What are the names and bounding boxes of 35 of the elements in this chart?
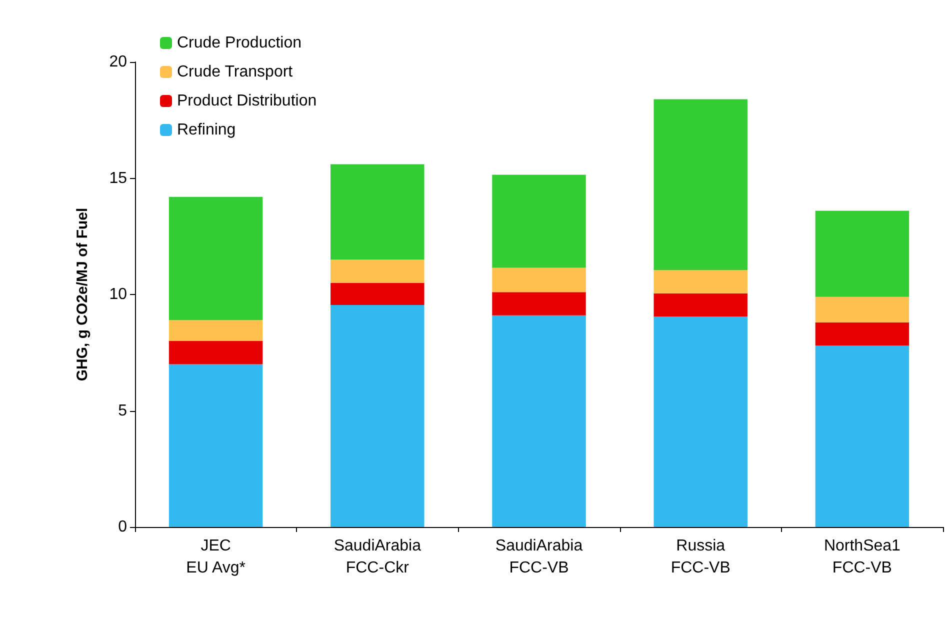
y-tick-label: 15 <box>109 170 128 187</box>
bar <box>654 270 748 294</box>
bar <box>654 293 748 317</box>
y-axis-title: GHG, g CO2e/MJ of Fuel <box>74 208 91 382</box>
bar <box>168 341 263 364</box>
bar <box>168 364 263 527</box>
bar <box>168 196 263 320</box>
bar <box>815 210 910 297</box>
bar <box>492 174 586 268</box>
x-tick-label: Russia FCC-VB <box>670 538 730 576</box>
x-tick-label: SaudiArabia FCC-VB <box>495 538 583 576</box>
bar <box>654 99 748 270</box>
bar <box>492 315 586 527</box>
bar <box>815 296 910 322</box>
bar <box>330 282 424 305</box>
legend-label: Crude Transport <box>177 64 294 80</box>
y-tick-label: 0 <box>118 518 128 536</box>
bar <box>330 164 424 260</box>
bar <box>492 268 586 292</box>
y-tick-label: 5 <box>118 402 128 420</box>
legend-label: Refining <box>177 122 236 138</box>
bar <box>168 320 263 341</box>
x-tick-label: NorthSea1 FCC-VB <box>824 538 901 576</box>
x-tick-label: SaudiArabia FCC-Ckr <box>334 538 422 576</box>
legend-label: Product Distribution <box>177 92 317 110</box>
bar <box>654 316 748 527</box>
bar <box>330 304 424 527</box>
x-tick-label: JEC EU Avg* <box>186 538 246 576</box>
y-tick-label: 20 <box>109 54 128 70</box>
bar <box>815 322 910 346</box>
bar <box>815 346 910 527</box>
legend-label: Crude Production <box>177 34 302 52</box>
bar <box>330 260 424 283</box>
bar <box>492 292 586 316</box>
y-tick-label: 10 <box>109 286 128 303</box>
